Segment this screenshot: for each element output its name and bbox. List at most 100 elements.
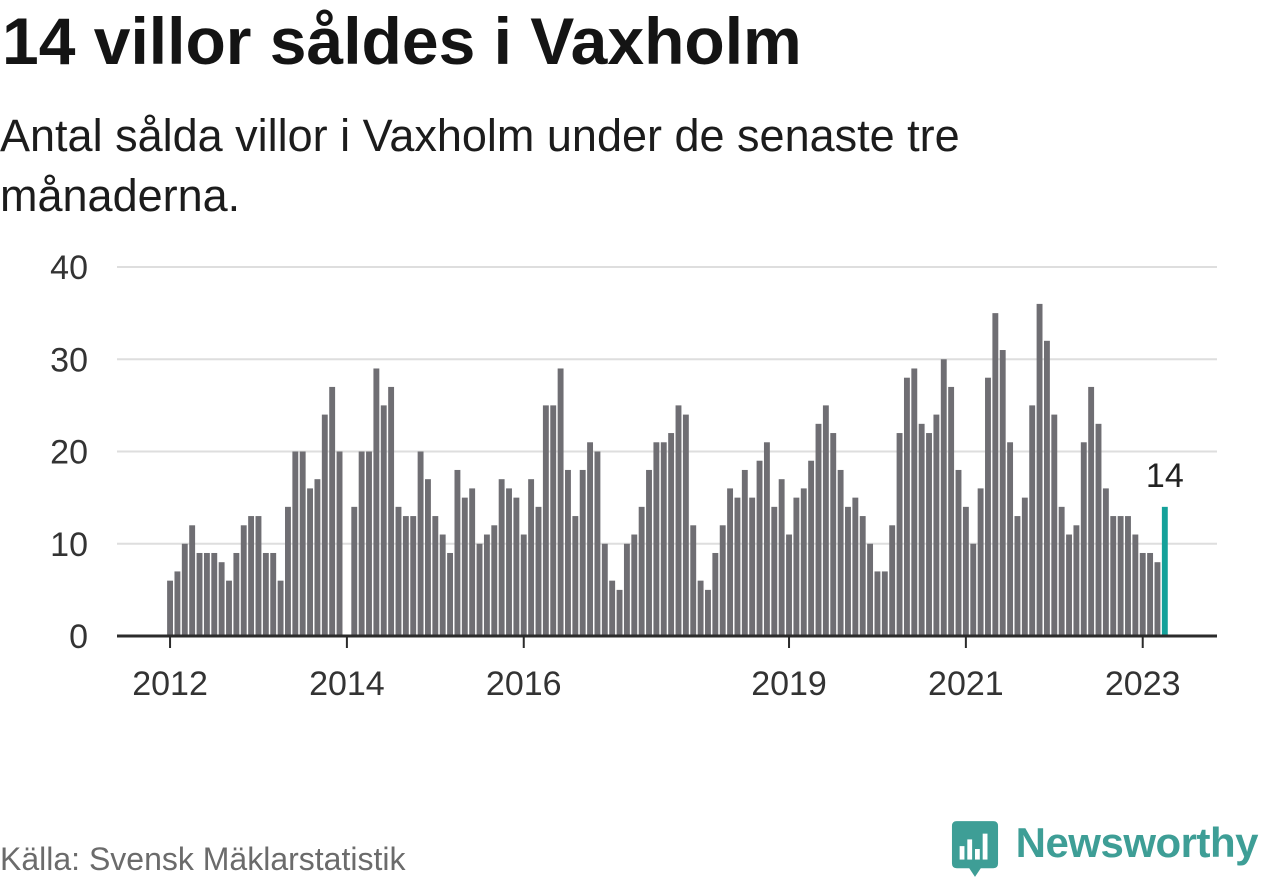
- bar: [483, 534, 490, 636]
- bar: [815, 423, 822, 636]
- bar: [1117, 516, 1124, 636]
- bar: [808, 460, 815, 636]
- bar: [557, 368, 564, 636]
- bar-chart: 0 10 20 30 40 2012 2014 2016 2019 2021 2023 14: [50, 249, 1217, 703]
- bar: [623, 543, 630, 636]
- bar: [609, 580, 616, 636]
- bar: [940, 359, 947, 636]
- bar: [867, 543, 874, 636]
- bar: [402, 516, 409, 636]
- bar: [778, 479, 785, 636]
- y-tick-label: 40: [50, 249, 88, 287]
- bar: [822, 405, 829, 637]
- bar: [1154, 562, 1161, 636]
- highlight-value-label: 14: [1146, 457, 1184, 495]
- y-tick-label: 10: [50, 526, 88, 564]
- bar: [881, 571, 888, 636]
- bar: [955, 469, 962, 636]
- bar: [874, 571, 881, 636]
- bar: [1007, 442, 1014, 636]
- bar: [859, 516, 866, 636]
- bar: [889, 525, 896, 636]
- logo-bar: [975, 849, 980, 860]
- bar: [852, 497, 859, 637]
- bar: [174, 571, 181, 636]
- bar: [749, 497, 756, 637]
- bar: [535, 506, 542, 636]
- bar: [638, 506, 645, 636]
- x-tick-label: 2016: [486, 665, 562, 703]
- bar: [255, 516, 262, 636]
- bar: [786, 534, 792, 636]
- bar: [528, 479, 535, 636]
- y-tick-label: 20: [50, 434, 88, 472]
- bar: [962, 506, 969, 636]
- y-axis-labels: 0 10 20 30 40: [50, 249, 88, 656]
- bar: [351, 506, 358, 636]
- bar: [616, 589, 623, 637]
- bar: [336, 451, 343, 636]
- x-tick-label: 2021: [928, 665, 1004, 703]
- bar: [631, 534, 638, 636]
- bar: [705, 589, 711, 637]
- x-tick-label: 2012: [132, 665, 208, 703]
- bar: [1021, 497, 1028, 637]
- bar: [579, 469, 586, 636]
- logo-bar: [967, 839, 973, 860]
- bar: [1051, 414, 1058, 636]
- bar: [417, 451, 424, 636]
- bar: [697, 580, 704, 636]
- bar: [675, 405, 682, 637]
- bar: [1014, 516, 1021, 636]
- bars: [167, 303, 1168, 637]
- bar: [461, 497, 468, 637]
- bar: [970, 543, 977, 636]
- bar: [240, 525, 247, 636]
- bar: [911, 368, 918, 636]
- bar: [196, 552, 203, 636]
- bar: [181, 543, 188, 636]
- bar: [203, 552, 210, 636]
- bar: [1036, 303, 1043, 636]
- bar: [388, 386, 395, 636]
- bar: [498, 479, 505, 636]
- bar: [977, 488, 984, 636]
- bar: [270, 552, 277, 636]
- y-tick-label: 0: [69, 618, 88, 656]
- chart-subtitle: Antal sålda villor i Vaxholm under de se…: [0, 110, 960, 221]
- bar: [395, 506, 402, 636]
- highlight-bar: [1161, 506, 1168, 636]
- bar: [918, 423, 925, 636]
- bar: [233, 552, 240, 636]
- bar: [425, 479, 431, 636]
- source-note: Källa: Svensk Mäklarstatistik: [0, 841, 406, 877]
- bar: [218, 562, 225, 636]
- bar: [1132, 534, 1139, 636]
- bar: [1073, 525, 1080, 636]
- bar: [1147, 552, 1154, 636]
- bar: [277, 580, 284, 636]
- bar: [985, 377, 991, 636]
- bar: [476, 543, 483, 636]
- bar: [830, 433, 837, 636]
- x-tick-label: 2019: [751, 665, 827, 703]
- bar: [454, 469, 461, 636]
- bar: [1043, 340, 1050, 636]
- bar: [1095, 423, 1102, 636]
- bar: [926, 433, 932, 636]
- bar: [587, 442, 594, 636]
- bar: [542, 405, 549, 637]
- bar: [506, 488, 512, 636]
- bar: [572, 516, 579, 636]
- bar: [734, 497, 741, 637]
- bar: [601, 543, 608, 636]
- bar: [999, 350, 1006, 636]
- logo-bar: [982, 833, 988, 860]
- bar: [1088, 386, 1095, 636]
- bar: [329, 386, 336, 636]
- bar: [299, 451, 306, 636]
- bar: [992, 313, 999, 637]
- brand-name: Newsworthy: [1015, 819, 1259, 866]
- bar: [837, 469, 844, 636]
- bar: [410, 516, 417, 636]
